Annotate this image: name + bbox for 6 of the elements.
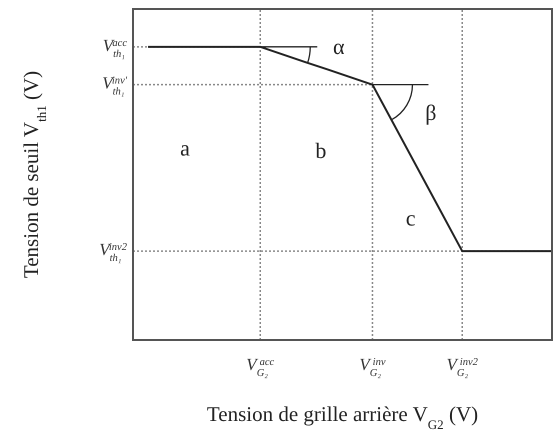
annotation: a bbox=[180, 135, 190, 160]
x-axis-title: Tension de grille arrière V$_{G2}$ (V) bbox=[206, 402, 478, 432]
annotation: β bbox=[425, 100, 436, 126]
annotation: α bbox=[333, 34, 346, 60]
annotation: c bbox=[406, 206, 416, 231]
annotation: b bbox=[315, 138, 326, 164]
